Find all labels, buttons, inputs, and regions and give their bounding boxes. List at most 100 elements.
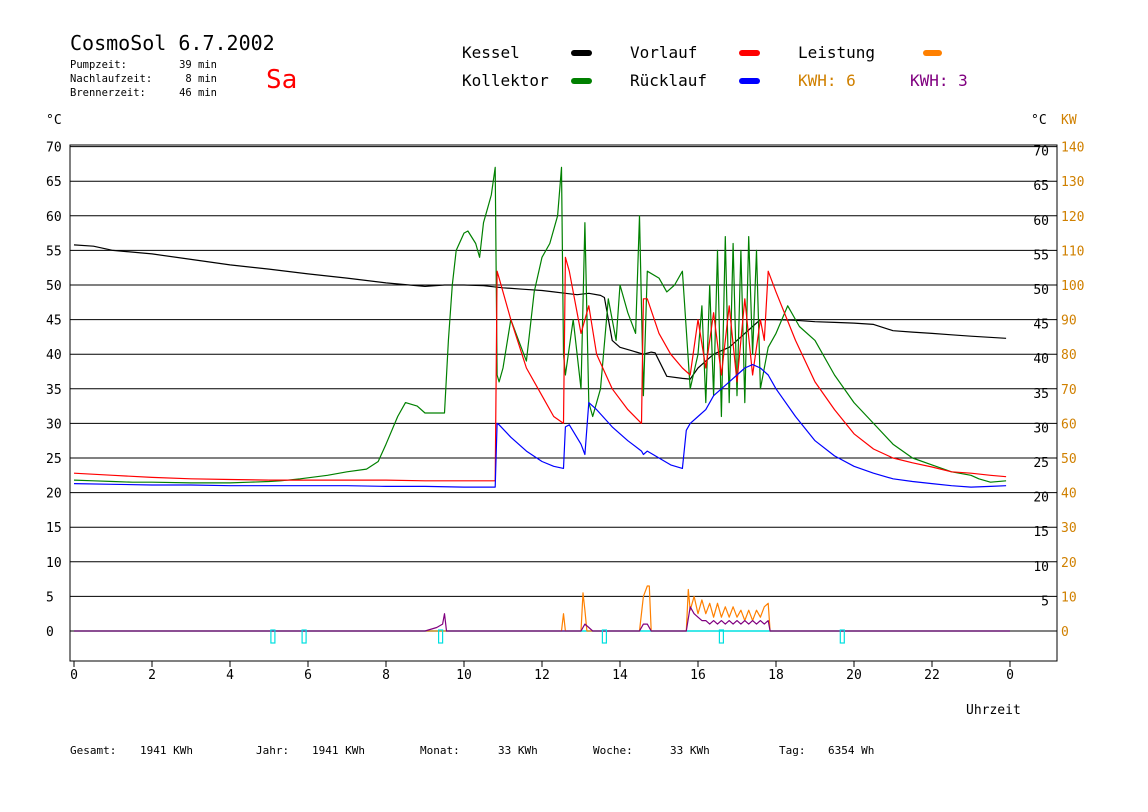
x-tick-6: 12 bbox=[534, 668, 550, 683]
x-tick-2: 4 bbox=[226, 668, 234, 683]
y-left-tick-20: 20 bbox=[46, 487, 62, 502]
y-right-tick-20: 20 bbox=[1033, 491, 1049, 506]
y-left-tick-0: 0 bbox=[46, 625, 54, 640]
footer-jahr-label: Jahr: bbox=[256, 744, 289, 757]
footer-monat-label: Monat: bbox=[420, 744, 460, 757]
footer-gesamt-value: 1941 KWh bbox=[140, 744, 193, 757]
left-axis-unit: °C bbox=[46, 113, 62, 128]
footer-jahr-value: 1941 KWh bbox=[312, 744, 365, 757]
y-right-tick-15: 15 bbox=[1033, 525, 1049, 540]
stat-value-brennerzeit: 46 min bbox=[179, 87, 217, 99]
y-left-tick-40: 40 bbox=[46, 348, 62, 363]
y-left-tick-25: 25 bbox=[46, 452, 62, 467]
y-left-tick-35: 35 bbox=[46, 383, 62, 398]
kw-tick-30: 30 bbox=[1061, 521, 1077, 536]
y-left-tick-60: 60 bbox=[46, 210, 62, 225]
y-right-tick-35: 35 bbox=[1033, 387, 1049, 402]
kw-tick-20: 20 bbox=[1061, 556, 1077, 571]
series-line-kwh-3 bbox=[74, 606, 1010, 632]
kw-tick-60: 60 bbox=[1061, 417, 1077, 432]
kw-tick-110: 110 bbox=[1061, 244, 1084, 259]
x-tick-9: 18 bbox=[768, 668, 784, 683]
pulse-mark-0 bbox=[270, 629, 276, 644]
x-tick-8: 16 bbox=[690, 668, 706, 683]
kw-tick-70: 70 bbox=[1061, 383, 1077, 398]
pulse-mark-1 bbox=[301, 629, 307, 644]
stat-label-nachlaufzeit: Nachlaufzeit: bbox=[70, 73, 152, 85]
x-tick-10: 20 bbox=[846, 668, 862, 683]
axis-ticks: 0510152025303540455055606570510152025303… bbox=[46, 141, 1084, 683]
y-left-tick-55: 55 bbox=[46, 244, 62, 259]
stat-label-brennerzeit: Brennerzeit: bbox=[70, 87, 146, 99]
y-right-tick-60: 60 bbox=[1033, 214, 1049, 229]
x-tick-0: 0 bbox=[70, 668, 78, 683]
y-left-tick-65: 65 bbox=[46, 175, 62, 190]
x-tick-1: 2 bbox=[148, 668, 156, 683]
kw-tick-40: 40 bbox=[1061, 487, 1077, 502]
x-tick-12: 0 bbox=[1006, 668, 1014, 683]
series-layer bbox=[73, 166, 1010, 644]
stat-value-nachlaufzeit: 8 min bbox=[185, 73, 217, 85]
right-axis-unit: °C bbox=[1031, 113, 1047, 128]
legend-label-vorlauf: Vorlauf bbox=[630, 43, 697, 62]
footer: Gesamt: 1941 KWh Jahr: 1941 KWh Monat: 3… bbox=[70, 744, 874, 757]
y-right-tick-55: 55 bbox=[1033, 248, 1049, 263]
series-line-kollektor bbox=[73, 166, 1007, 484]
y-left-tick-10: 10 bbox=[46, 556, 62, 571]
y-right-tick-5: 5 bbox=[1041, 594, 1049, 609]
y-left-tick-15: 15 bbox=[46, 521, 62, 536]
footer-woche-value: 33 KWh bbox=[670, 744, 710, 757]
legend-label-kessel: Kessel bbox=[462, 43, 520, 62]
kw-tick-140: 140 bbox=[1061, 141, 1084, 156]
legend-label-leistung: Leistung bbox=[798, 43, 875, 62]
footer-tag-value: 6354 Wh bbox=[828, 744, 874, 757]
kwh-label-purple: KWH: 3 bbox=[910, 71, 968, 90]
pulse-mark-4 bbox=[718, 629, 725, 644]
x-tick-11: 22 bbox=[924, 668, 940, 683]
y-right-tick-10: 10 bbox=[1033, 560, 1049, 575]
kw-tick-10: 10 bbox=[1061, 590, 1077, 605]
kwh-label-orange: KWH: 6 bbox=[798, 71, 856, 90]
y-right-tick-70: 70 bbox=[1033, 145, 1049, 160]
y-left-tick-45: 45 bbox=[46, 314, 62, 329]
x-tick-4: 8 bbox=[382, 668, 390, 683]
kw-tick-120: 120 bbox=[1061, 210, 1084, 225]
x-tick-5: 10 bbox=[456, 668, 472, 683]
kw-tick-90: 90 bbox=[1061, 314, 1077, 329]
app-title: CosmoSol 6.7.2002 bbox=[70, 31, 275, 55]
pulse-mark-5 bbox=[839, 629, 845, 644]
footer-woche-label: Woche: bbox=[593, 744, 633, 757]
y-right-tick-30: 30 bbox=[1033, 421, 1049, 436]
y-right-tick-25: 25 bbox=[1033, 456, 1049, 471]
x-axis-label: Uhrzeit bbox=[966, 703, 1021, 718]
series-line-kessel bbox=[73, 244, 1007, 380]
series-line-r-cklauf bbox=[73, 364, 1007, 488]
y-left-tick-30: 30 bbox=[46, 417, 62, 432]
y-right-tick-40: 40 bbox=[1033, 352, 1049, 367]
y-left-tick-50: 50 bbox=[46, 279, 62, 294]
pulse-mark-3 bbox=[601, 629, 608, 644]
y-left-tick-70: 70 bbox=[46, 141, 62, 156]
kw-tick-80: 80 bbox=[1061, 348, 1077, 363]
y-right-tick-50: 50 bbox=[1033, 283, 1049, 298]
stat-value-pumpzeit: 39 min bbox=[179, 59, 217, 71]
pulse-mark-2 bbox=[438, 629, 444, 644]
stat-label-pumpzeit: Pumpzeit: bbox=[70, 59, 127, 71]
kw-tick-0: 0 bbox=[1061, 625, 1069, 640]
x-tick-3: 6 bbox=[304, 668, 312, 683]
y-right-tick-65: 65 bbox=[1033, 179, 1049, 194]
legend: Kessel Kollektor Vorlauf Rücklauf Leistu… bbox=[462, 43, 968, 90]
plot-area bbox=[69, 144, 1058, 662]
right-axis-unit-kw: KW bbox=[1061, 113, 1077, 128]
footer-monat-value: 33 KWh bbox=[498, 744, 538, 757]
kw-tick-130: 130 bbox=[1061, 175, 1084, 190]
footer-tag-label: Tag: bbox=[779, 744, 806, 757]
x-tick-7: 14 bbox=[612, 668, 628, 683]
footer-gesamt-label: Gesamt: bbox=[70, 744, 116, 757]
kw-tick-50: 50 bbox=[1061, 452, 1077, 467]
series-line-leistung bbox=[74, 585, 1010, 632]
y-left-tick-5: 5 bbox=[46, 590, 54, 605]
day-label: Sa bbox=[266, 65, 297, 95]
legend-label-ruecklauf: Rücklauf bbox=[630, 71, 707, 90]
